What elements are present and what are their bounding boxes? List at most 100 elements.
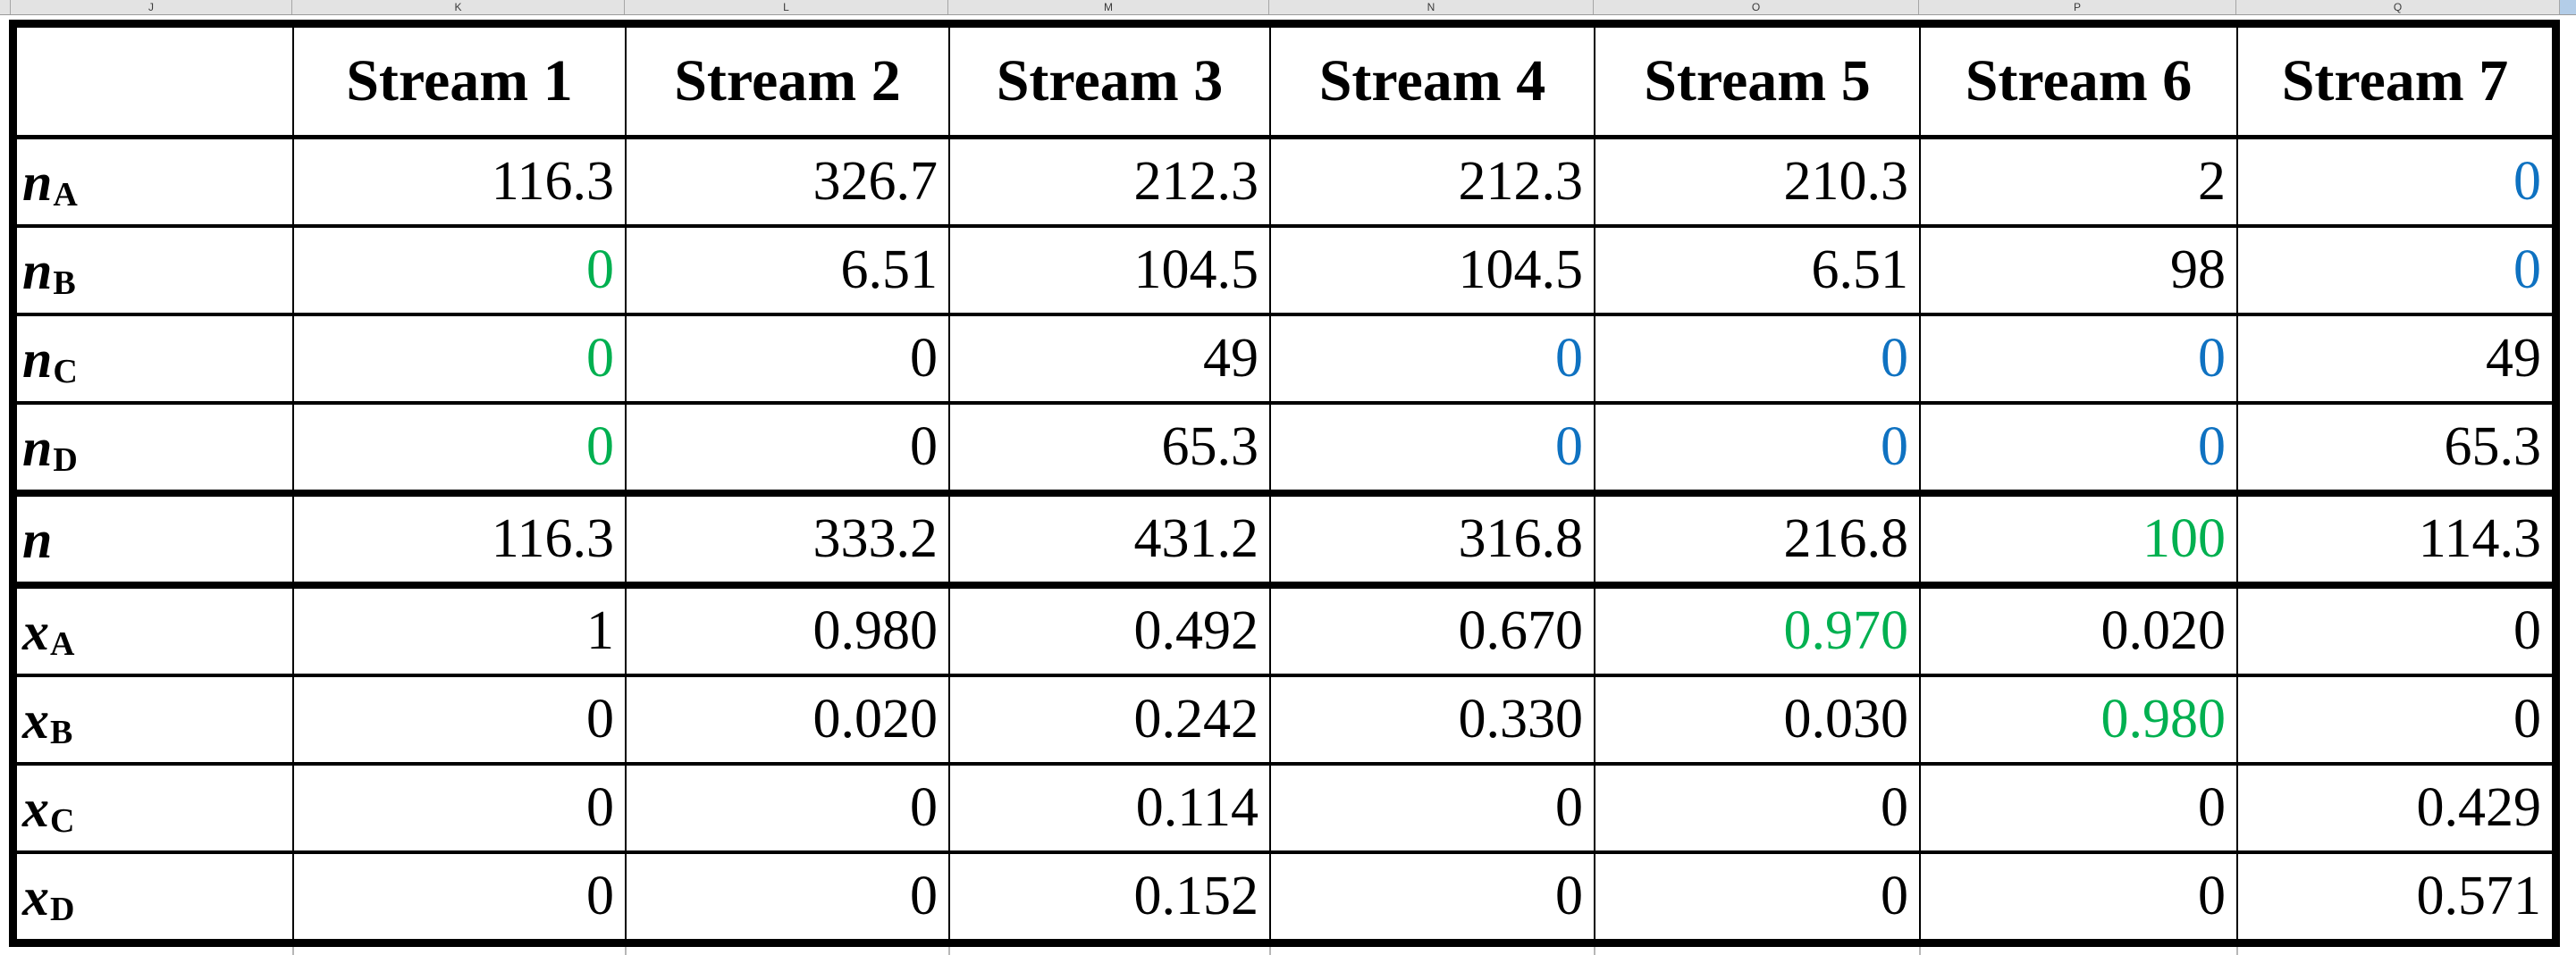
- value-cell[interactable]: 0.670: [1269, 589, 1594, 674]
- column-header-N[interactable]: N: [1269, 0, 1594, 14]
- stream-header-cell[interactable]: Stream 5: [1594, 28, 1919, 135]
- stream-header-cell[interactable]: Stream 7: [2236, 28, 2552, 135]
- gridline: [625, 947, 627, 955]
- value-cell[interactable]: 0: [625, 854, 948, 939]
- value-cell[interactable]: 0: [1594, 854, 1919, 939]
- column-header-O[interactable]: O: [1594, 0, 1919, 14]
- value-cell[interactable]: 0: [1594, 405, 1919, 490]
- value-cell[interactable]: 0.020: [625, 677, 948, 762]
- value-cell[interactable]: 0: [625, 316, 948, 401]
- value-cell[interactable]: 104.5: [1269, 228, 1594, 313]
- column-header-P[interactable]: P: [1919, 0, 2236, 14]
- value-cell[interactable]: 98: [1919, 228, 2236, 313]
- column-header-Q[interactable]: Q: [2236, 0, 2560, 14]
- value-cell[interactable]: 0.152: [948, 854, 1269, 939]
- value-cell[interactable]: 0.242: [948, 677, 1269, 762]
- value-cell[interactable]: 0: [1269, 854, 1594, 939]
- value-cell[interactable]: 0: [292, 405, 625, 490]
- value-cell[interactable]: 0: [1269, 766, 1594, 850]
- value-cell[interactable]: 116.3: [292, 497, 625, 582]
- value-cell[interactable]: 0: [1919, 766, 2236, 850]
- gridline: [292, 947, 294, 955]
- row-label[interactable]: n: [17, 497, 292, 582]
- table-row: n C 0 0 49 0 0 0 49: [17, 313, 2552, 401]
- stream-table: Stream 1 Stream 2 Stream 3 Stream 4 Stream 5…: [9, 20, 2560, 947]
- stream-header-cell[interactable]: Stream 1: [292, 28, 625, 135]
- value-cell[interactable]: 0.571: [2236, 854, 2552, 939]
- value-cell[interactable]: 0.429: [2236, 766, 2552, 850]
- value-cell[interactable]: 116.3: [292, 139, 625, 224]
- value-cell[interactable]: 0: [625, 405, 948, 490]
- value-cell[interactable]: 0: [292, 677, 625, 762]
- value-cell[interactable]: 0.492: [948, 589, 1269, 674]
- value-cell[interactable]: 0: [2236, 228, 2552, 313]
- table-row: x C 0 0 0.114 0 0 0 0.429: [17, 762, 2552, 850]
- value-cell[interactable]: 212.3: [1269, 139, 1594, 224]
- value-cell[interactable]: 49: [948, 316, 1269, 401]
- value-cell[interactable]: 6.51: [625, 228, 948, 313]
- value-cell[interactable]: 114.3: [2236, 497, 2552, 582]
- column-header-partial-selected[interactable]: [2560, 0, 2576, 14]
- value-cell[interactable]: 210.3: [1594, 139, 1919, 224]
- row-label-symbol: n: [22, 240, 53, 300]
- value-cell[interactable]: 0: [1269, 316, 1594, 401]
- value-cell[interactable]: 65.3: [2236, 405, 2552, 490]
- value-cell[interactable]: 0: [2236, 677, 2552, 762]
- row-label-subscript: C: [53, 353, 78, 390]
- column-header-J[interactable]: J: [11, 0, 292, 14]
- value-cell[interactable]: 431.2: [948, 497, 1269, 582]
- value-cell[interactable]: 0: [292, 854, 625, 939]
- gridline: [948, 947, 950, 955]
- value-cell[interactable]: 0.980: [625, 589, 948, 674]
- value-cell[interactable]: 0: [292, 316, 625, 401]
- row-label-subscript: A: [50, 625, 75, 663]
- value-cell[interactable]: 326.7: [625, 139, 948, 224]
- value-cell[interactable]: 0: [1919, 405, 2236, 490]
- value-cell[interactable]: 0.980: [1919, 677, 2236, 762]
- column-header-L[interactable]: L: [625, 0, 948, 14]
- value-cell[interactable]: 0.030: [1594, 677, 1919, 762]
- column-header-K[interactable]: K: [292, 0, 625, 14]
- value-cell[interactable]: 0: [2236, 139, 2552, 224]
- value-cell[interactable]: 0: [625, 766, 948, 850]
- value-cell[interactable]: 1: [292, 589, 625, 674]
- value-cell[interactable]: 316.8: [1269, 497, 1594, 582]
- value-cell[interactable]: 0: [1269, 405, 1594, 490]
- value-cell[interactable]: 212.3: [948, 139, 1269, 224]
- value-cell[interactable]: 216.8: [1594, 497, 1919, 582]
- value-cell[interactable]: 0.020: [1919, 589, 2236, 674]
- corner-cell[interactable]: [17, 28, 292, 135]
- value-cell[interactable]: 0.330: [1269, 677, 1594, 762]
- value-cell[interactable]: 0: [1594, 316, 1919, 401]
- value-cell[interactable]: 0.114: [948, 766, 1269, 850]
- column-header-M[interactable]: M: [948, 0, 1269, 14]
- table-row: x B 0 0.020 0.242 0.330 0.030 0.980 0: [17, 674, 2552, 762]
- value-cell[interactable]: 0: [292, 228, 625, 313]
- value-cell[interactable]: 0.970: [1594, 589, 1919, 674]
- value-cell[interactable]: 100: [1919, 497, 2236, 582]
- stream-header-cell[interactable]: Stream 2: [625, 28, 948, 135]
- value-cell[interactable]: 6.51: [1594, 228, 1919, 313]
- value-cell[interactable]: 65.3: [948, 405, 1269, 490]
- stream-header-cell[interactable]: Stream 6: [1919, 28, 2236, 135]
- value-cell[interactable]: 0: [2236, 589, 2552, 674]
- stream-header-cell[interactable]: Stream 3: [948, 28, 1269, 135]
- value-cell[interactable]: 333.2: [625, 497, 948, 582]
- row-label-subscript: D: [50, 891, 75, 928]
- value-cell[interactable]: 0: [1919, 854, 2236, 939]
- value-cell[interactable]: 104.5: [948, 228, 1269, 313]
- value-cell[interactable]: 49: [2236, 316, 2552, 401]
- value-cell[interactable]: 0: [1594, 766, 1919, 850]
- stream-header-cell[interactable]: Stream 4: [1269, 28, 1594, 135]
- value-cell[interactable]: 0: [292, 766, 625, 850]
- value-cell[interactable]: 0: [1919, 316, 2236, 401]
- value-cell[interactable]: 2: [1919, 139, 2236, 224]
